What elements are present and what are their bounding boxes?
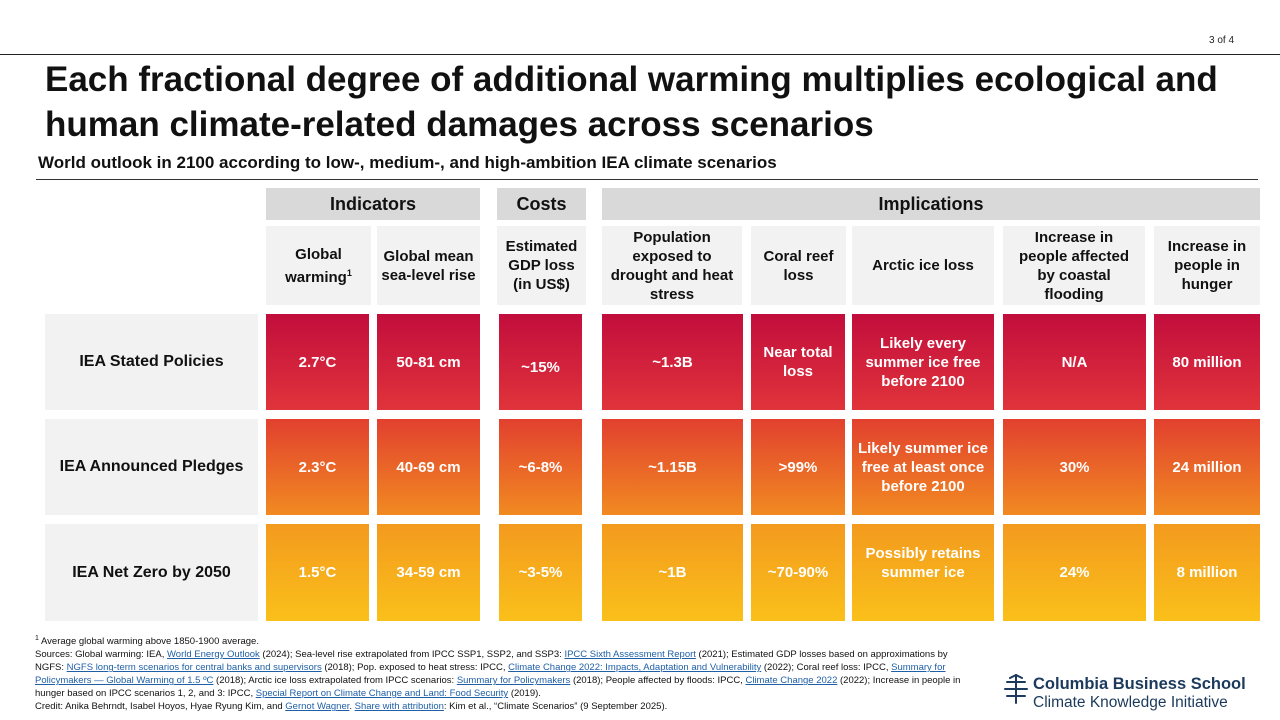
col-header-hunger: Increase in people in hunger [1154,226,1260,305]
credit: Credit: Anika Behrndt, Isabel Hoyos, Hya… [35,700,975,713]
col-header-gdp-loss: Estimated GDP loss (in US$) [497,226,586,305]
share-link[interactable]: Share with attribution [354,701,444,713]
cell-gdp-loss: ~6-8% [499,419,582,515]
source-link-weo[interactable]: World Energy Outlook [167,649,260,661]
source-link-ipcc-ar6[interactable]: IPCC Sixth Assessment Report [564,649,696,661]
logo-school-name: Columbia Business School [1033,675,1246,693]
page-number: 3 of 4 [1209,35,1235,46]
group-implications: Implications [602,188,1260,220]
cell-sea-level: 34-59 cm [377,524,480,621]
sources-text: (2021); Estimated GDP losses based on ap… [35,649,948,674]
cell-hunger: 24 million [1154,419,1260,515]
cell-hunger: 8 million [1154,524,1260,621]
cell-coral: ~70-90% [751,524,845,621]
sources: Sources: Global warming: IEA, World Ener… [35,648,975,700]
cell-population: ~1B [602,524,743,621]
cell-arctic: Likely every summer ice free before 2100 [852,314,994,410]
cell-gdp-loss: ~15% [499,314,582,410]
col-header-arctic: Arctic ice loss [852,226,994,305]
sources-text: (2022); Coral reef loss: IPCC, [761,662,892,674]
col-header-sea-level: Global mean sea-level rise [377,226,480,305]
page-subtitle: World outlook in 2100 according to low-,… [38,153,777,172]
top-divider [0,54,1280,55]
credit-text: . [349,701,355,713]
logo-initiative-name: Climate Knowledge Initiative [1033,694,1228,711]
sources-text: (2022); Increase in people in hunger bas… [35,675,961,700]
row-header-stated-policies: IEA Stated Policies [45,314,258,410]
cell-sea-level: 50-81 cm [377,314,480,410]
cell-warming: 2.7°C [266,314,369,410]
row-header-announced-pledges: IEA Announced Pledges [45,419,258,515]
row-header-net-zero: IEA Net Zero by 2050 [45,524,258,621]
cell-arctic: Possibly retains summer ice [852,524,994,621]
source-link-srccl[interactable]: Special Report on Climate Change and Lan… [255,688,509,700]
source-link-ngfs[interactable]: NGFS long-term scenarios for central ban… [66,662,322,674]
cell-warming: 1.5°C [266,524,369,621]
source-link-climate-change-2022[interactable]: Climate Change 2022 [745,675,838,687]
cell-flooding: 30% [1003,419,1146,515]
cell-flooding: 24% [1003,524,1146,621]
sources-text: (2018); Arctic ice loss extrapolated fro… [213,675,457,687]
author-link-wagner[interactable]: Gernot Wagner [285,701,350,713]
sources-text: (2018); People affected by floods: IPCC, [570,675,746,687]
col-header-flooding: Increase in people affected by coastal f… [1003,226,1145,305]
source-link-climate-change-2022-impacts[interactable]: Climate Change 2022: Impacts, Adaptation… [508,662,762,674]
sources-text: (2018); Pop. exposed to heat stress: IPC… [321,662,509,674]
columbia-crown-icon [1004,674,1028,704]
cell-arctic: Likely summer ice free at least once bef… [852,419,994,515]
cell-flooding: N/A [1003,314,1146,410]
footnotes: 1 Average global warming above 1850-1900… [35,632,975,713]
source-link-spm[interactable]: Summary for Policymakers [456,675,571,687]
group-indicators: Indicators [266,188,480,220]
cell-gdp-loss: ~3-5% [499,524,582,621]
sources-text: (2019). [508,688,541,700]
sources-text: (2024); Sea-level rise extrapolated from… [259,649,565,661]
source-link-spm-sr15[interactable]: Summary for Policymakers — Global Warmin… [35,662,946,687]
group-costs: Costs [497,188,586,220]
footnote-1: 1 Average global warming above 1850-1900… [35,632,975,648]
col-header-global-warming-label: Global warming [285,245,347,286]
cell-sea-level: 40-69 cm [377,419,480,515]
cell-coral: Near total loss [751,314,845,410]
col-header-global-warming: Global warming1 [266,226,371,305]
columbia-logo: Columbia Business School Climate Knowled… [1004,672,1254,716]
cell-hunger: 80 million [1154,314,1260,410]
footnote-marker: 1 [35,635,39,642]
sources-text: Sources: Global warming: IEA, [35,649,167,661]
page-title: Each fractional degree of additional war… [45,60,1218,144]
cell-warming: 2.3°C [266,419,369,515]
subtitle-divider [36,179,1258,180]
col-header-population: Population exposed to drought and heat s… [602,226,742,305]
cell-coral: >99% [751,419,845,515]
footnote-marker: 1 [346,267,352,278]
footnote-text: Average global warming above 1850-1900 a… [38,636,259,648]
cell-population: ~1.3B [602,314,743,410]
credit-text: : Kim et al., “Climate Scenarios” (9 Sep… [443,701,668,713]
cell-population: ~1.15B [602,419,743,515]
credit-text: Credit: Anika Behrndt, Isabel Hoyos, Hya… [35,701,286,713]
col-header-coral: Coral reef loss [751,226,846,305]
